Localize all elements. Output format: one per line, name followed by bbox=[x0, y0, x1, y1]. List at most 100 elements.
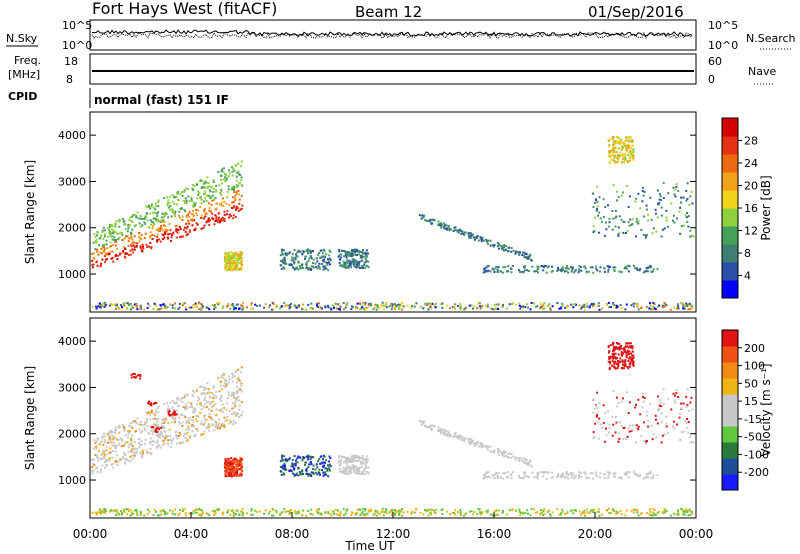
power-cell bbox=[202, 217, 205, 220]
power-cell bbox=[627, 140, 630, 143]
velocity-cell bbox=[624, 360, 627, 363]
velocity-cell bbox=[598, 402, 601, 405]
power-cell bbox=[108, 251, 111, 254]
power-cell bbox=[234, 199, 237, 201]
velocity-cell bbox=[592, 431, 595, 434]
power-cell bbox=[593, 201, 596, 204]
power-cell bbox=[510, 250, 513, 253]
power-cell bbox=[430, 218, 433, 221]
velocity-cell bbox=[239, 459, 242, 462]
velocity-cell bbox=[305, 470, 308, 473]
power-cell bbox=[597, 214, 600, 217]
velocity-cell bbox=[652, 476, 655, 479]
velocity-cell bbox=[173, 411, 176, 413]
power-cell bbox=[338, 261, 341, 264]
power-cell bbox=[637, 192, 640, 195]
velocity-cell bbox=[670, 408, 673, 411]
velocity-cell bbox=[341, 471, 344, 474]
velocity-cell bbox=[629, 365, 632, 368]
x-tick-label: 16:00 bbox=[477, 527, 512, 541]
power-cell bbox=[156, 219, 158, 222]
power-cell bbox=[341, 264, 344, 267]
power-cell bbox=[129, 231, 132, 234]
power-cell bbox=[156, 215, 159, 218]
power-cell bbox=[625, 185, 628, 188]
velocity-cell bbox=[614, 472, 617, 475]
velocity-cell bbox=[267, 512, 270, 515]
velocity-cell bbox=[115, 460, 117, 462]
power-cell bbox=[286, 253, 289, 256]
velocity-cell bbox=[608, 350, 611, 352]
velocity-cell bbox=[139, 443, 142, 446]
power-cell bbox=[301, 263, 304, 266]
velocity-cell bbox=[551, 476, 554, 478]
power-cell bbox=[685, 304, 687, 307]
velocity-cell bbox=[592, 412, 595, 414]
power-cell bbox=[607, 225, 610, 228]
velocity-cell bbox=[118, 459, 121, 462]
power-cell bbox=[110, 303, 112, 306]
power-cell bbox=[487, 242, 489, 245]
power-cell bbox=[621, 153, 624, 156]
power-cell bbox=[204, 190, 207, 193]
power-cell bbox=[424, 303, 427, 305]
velocity-cell bbox=[233, 397, 235, 400]
power-cell bbox=[125, 235, 128, 238]
power-cell bbox=[614, 161, 617, 164]
power-cell bbox=[426, 219, 429, 222]
velocity-cell bbox=[656, 474, 659, 477]
power-cell bbox=[477, 302, 480, 304]
velocity-cell bbox=[632, 361, 635, 364]
velocity-cell bbox=[611, 364, 613, 367]
power-cell bbox=[476, 235, 479, 238]
power-cell bbox=[184, 197, 187, 200]
velocity-cell bbox=[219, 398, 221, 400]
power-cell bbox=[239, 182, 242, 185]
velocity-cell bbox=[178, 422, 181, 425]
velocity-cell bbox=[667, 431, 669, 434]
power-cell bbox=[103, 229, 106, 232]
power-cell bbox=[241, 252, 244, 255]
power-cell bbox=[310, 302, 313, 305]
power-cell bbox=[117, 233, 120, 236]
velocity-cell bbox=[212, 387, 215, 389]
power-cell bbox=[236, 259, 239, 262]
velocity-cell bbox=[613, 356, 616, 359]
power-cell bbox=[190, 306, 193, 309]
velocity-cell bbox=[102, 432, 105, 435]
power-cell bbox=[564, 306, 567, 309]
power-cell bbox=[486, 270, 489, 273]
power-cell bbox=[235, 191, 237, 194]
velocity-cell bbox=[227, 381, 230, 384]
power-cell bbox=[502, 246, 505, 249]
velocity-cell bbox=[484, 472, 487, 475]
power-cell bbox=[400, 304, 403, 307]
power-cell bbox=[425, 302, 428, 305]
power-cell bbox=[240, 262, 243, 265]
power-cell bbox=[364, 252, 367, 255]
velocity-cell bbox=[222, 425, 225, 428]
velocity-cell bbox=[197, 399, 200, 402]
power-cell bbox=[468, 236, 471, 239]
power-cell bbox=[138, 240, 141, 243]
power-cell bbox=[351, 251, 354, 254]
x-tick-label: 08:00 bbox=[275, 527, 310, 541]
power-cell bbox=[600, 220, 603, 223]
power-colorbar-swatch bbox=[722, 190, 738, 209]
power-cell bbox=[624, 139, 627, 142]
power-cell bbox=[220, 202, 223, 205]
power-cell bbox=[625, 148, 628, 151]
power-cell bbox=[667, 225, 669, 228]
velocity-cell bbox=[530, 507, 533, 510]
power-cell bbox=[100, 234, 103, 237]
velocity-cell bbox=[115, 510, 117, 513]
power-cell bbox=[215, 207, 218, 210]
power-cell bbox=[185, 199, 188, 202]
power-cell bbox=[190, 198, 193, 201]
velocity-cell bbox=[629, 342, 632, 345]
power-cell bbox=[225, 257, 228, 260]
power-cell bbox=[148, 245, 151, 248]
velocity-cell bbox=[523, 457, 526, 460]
velocity-cell bbox=[229, 460, 232, 463]
velocity-cell bbox=[235, 513, 237, 516]
